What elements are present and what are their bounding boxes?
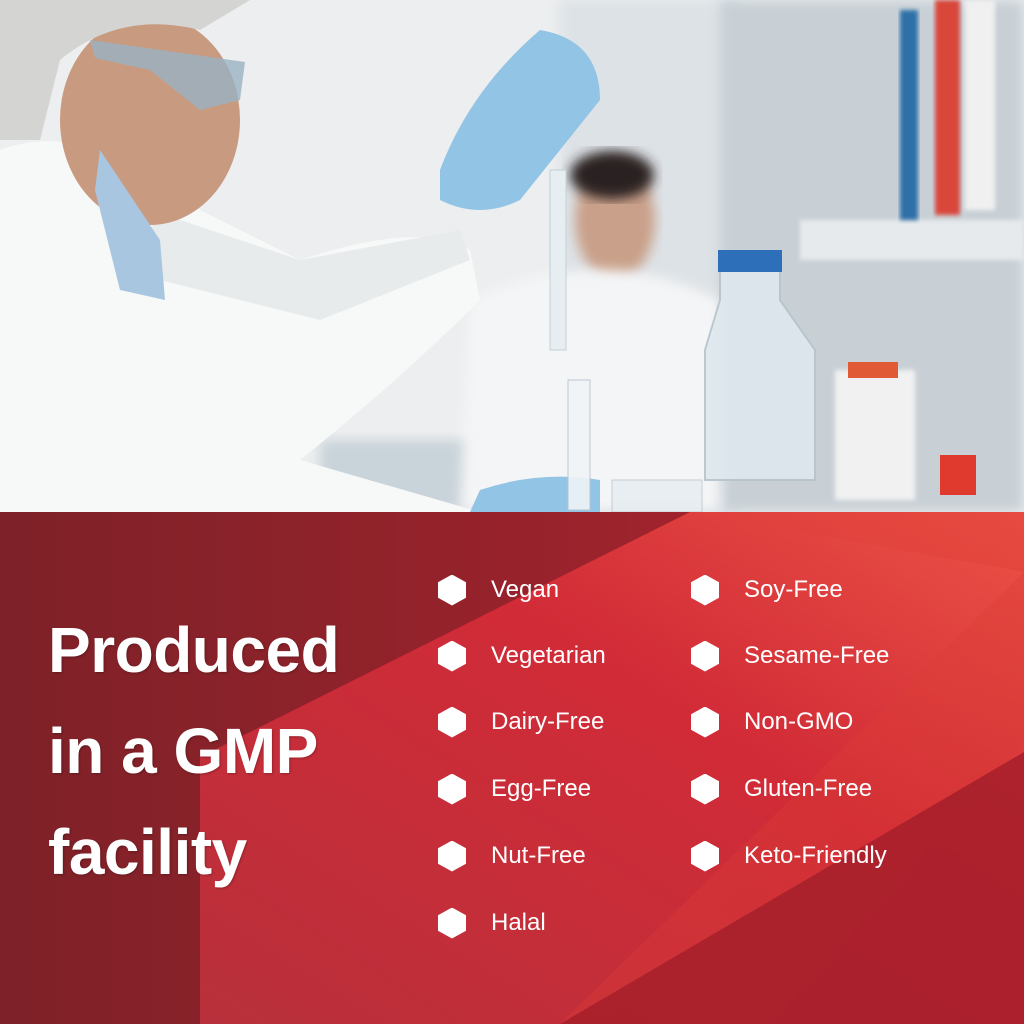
feature-label: Sesame-Free [744,642,890,669]
feature-item: Sesame-Free [691,638,889,674]
feature-label: Egg-Free [491,775,592,802]
feature-item: Dairy-Free [438,704,604,740]
feature-label: Gluten-Free [744,775,873,802]
feature-label: Non-GMO [744,708,854,735]
hexagon-icon [438,773,466,805]
feature-item: Keto-Friendly [691,838,887,874]
hexagon-icon [438,706,466,738]
feature-label: Vegan [491,576,560,603]
feature-label: Halal [491,909,546,936]
hexagon-icon [691,574,719,606]
headline-line: facility [48,816,247,888]
feature-item: Gluten-Free [691,771,872,807]
feature-item: Non-GMO [691,704,853,740]
feature-label: Vegetarian [491,642,606,669]
hexagon-icon [438,907,466,939]
hexagon-icon [691,840,719,872]
feature-label: Soy-Free [744,576,843,603]
lab-photo [0,0,1024,512]
feature-item: Nut-Free [438,838,586,874]
headline-line: in a GMP [48,715,318,787]
hexagon-icon [691,640,719,672]
feature-label: Nut-Free [491,842,586,869]
lab-scene-illustration [0,0,1024,512]
red-background-shapes [0,512,1024,1024]
features-panel [0,512,1024,1024]
hexagon-icon [438,574,466,606]
headline: Produced in a GMP facility [48,600,340,903]
feature-item: Egg-Free [438,771,591,807]
hexagon-icon [438,640,466,672]
hexagon-icon [691,706,719,738]
feature-item: Vegan [438,572,559,608]
hexagon-icon [438,840,466,872]
feature-label: Keto-Friendly [744,842,887,869]
hexagon-icon [691,773,719,805]
headline-line: Produced [48,614,340,686]
feature-item: Halal [438,905,546,941]
feature-item: Vegetarian [438,638,606,674]
feature-label: Dairy-Free [491,708,605,735]
feature-item: Soy-Free [691,572,843,608]
